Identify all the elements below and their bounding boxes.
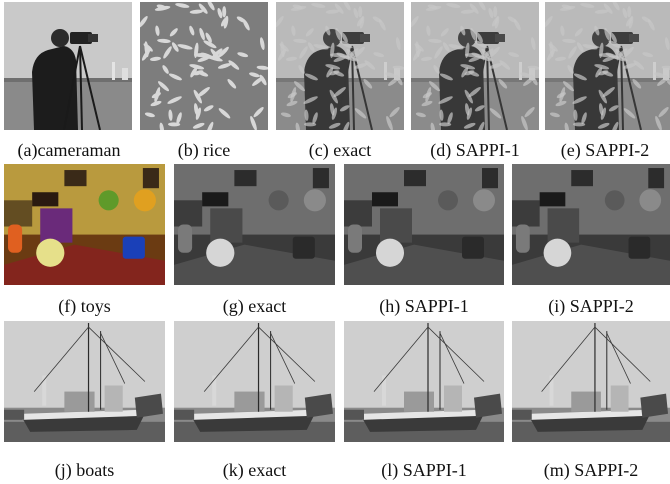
boats-image [4, 321, 165, 442]
exact-toys-image [174, 164, 335, 285]
exact-overlay-image [276, 2, 404, 130]
sappi1-toys-image [344, 164, 504, 285]
caption-e: (e) SAPPI-2 [560, 140, 650, 160]
sappi1-boats-image [344, 321, 504, 442]
caption-c: (c) exact [308, 140, 372, 160]
sappi2-boats-image [512, 321, 670, 442]
caption-a: (a)cameraman [17, 140, 121, 160]
caption-d: (d) SAPPI-1 [430, 140, 520, 160]
exact-boats-image [174, 321, 335, 442]
rice-image [140, 2, 268, 130]
caption-h: (h) SAPPI-1 [379, 296, 469, 316]
sappi2-overlay-image [545, 2, 670, 130]
caption-i: (i) SAPPI-2 [548, 296, 634, 316]
caption-m: (m) SAPPI-2 [543, 460, 639, 480]
sappi1-overlay-image [411, 2, 539, 130]
cameraman-image [4, 2, 132, 130]
caption-b: (b) rice [177, 140, 231, 160]
toys-color-image [4, 164, 165, 285]
sappi2-toys-image [512, 164, 670, 285]
caption-g: (g) exact [222, 296, 287, 316]
caption-f: (f) toys [58, 296, 111, 316]
caption-l: (l) SAPPI-1 [381, 460, 467, 480]
caption-j: (j) boats [54, 460, 115, 480]
caption-k: (k) exact [222, 460, 287, 480]
